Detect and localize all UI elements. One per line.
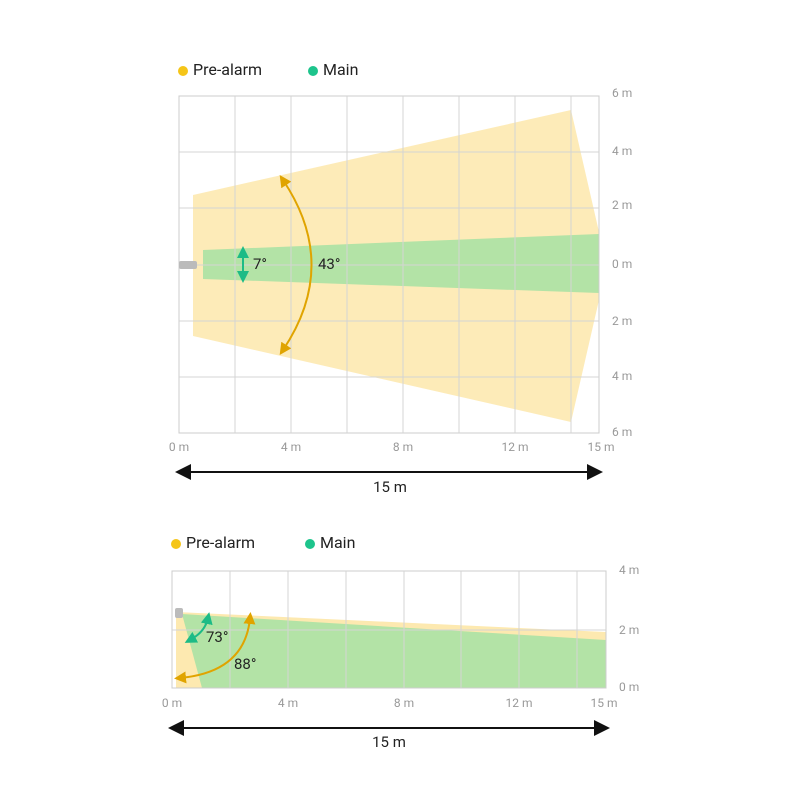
grid bbox=[178, 95, 600, 434]
y-tick-label: 0 m bbox=[612, 257, 632, 271]
x-tick-label: 0 m bbox=[169, 440, 189, 454]
x-tick-label: 12 m bbox=[506, 696, 533, 710]
span-label: 15 m bbox=[372, 733, 406, 751]
legend-label: Main bbox=[323, 60, 358, 79]
y-tick-label: 2 m bbox=[612, 198, 632, 212]
angle-label: 7° bbox=[253, 255, 267, 273]
legend-label: Pre-alarm bbox=[186, 533, 255, 552]
sensor bbox=[175, 608, 183, 618]
bottom-diagram: Pre-alarm Main 73° 88° 0 m 4 m 8 m 12 m … bbox=[162, 533, 639, 751]
x-tick-label: 15 m bbox=[588, 440, 615, 454]
x-tick-label: 8 m bbox=[394, 696, 414, 710]
main-zone bbox=[203, 234, 599, 293]
y-tick-label: 2 m bbox=[619, 623, 639, 637]
x-tick-label: 4 m bbox=[278, 696, 298, 710]
angle-label: 88° bbox=[234, 655, 256, 673]
y-tick-label: 6 m bbox=[612, 86, 632, 100]
top-diagram: Pre-alarm Main 7° 43° 0 m 4 m 8 m 12 m 1… bbox=[169, 60, 632, 496]
angle-label: 73° bbox=[206, 628, 228, 646]
legend-dot bbox=[171, 539, 181, 549]
sensor bbox=[179, 261, 197, 269]
pre-alarm-angle-arrow bbox=[174, 612, 256, 684]
x-tick-label: 4 m bbox=[281, 440, 301, 454]
y-tick-label: 4 m bbox=[612, 144, 632, 158]
pre-alarm-angle-arrow bbox=[279, 175, 313, 355]
y-tick-label: 4 m bbox=[619, 563, 639, 577]
angle-label: 43° bbox=[318, 255, 340, 273]
y-tick-label: 6 m bbox=[612, 425, 632, 439]
y-tick-label: 4 m bbox=[612, 369, 632, 383]
span-label: 15 m bbox=[373, 478, 407, 496]
y-tick-label: 0 m bbox=[619, 680, 639, 694]
x-tick-label: 12 m bbox=[502, 440, 529, 454]
x-tick-label: 0 m bbox=[162, 696, 182, 710]
x-tick-label: 15 m bbox=[591, 696, 618, 710]
x-tick-label: 8 m bbox=[393, 440, 413, 454]
legend-label: Pre-alarm bbox=[193, 60, 262, 79]
legend-label: Main bbox=[320, 533, 355, 552]
y-tick-label: 2 m bbox=[612, 314, 632, 328]
legend-dot bbox=[308, 66, 318, 76]
legend-dot bbox=[305, 539, 315, 549]
legend-dot bbox=[178, 66, 188, 76]
